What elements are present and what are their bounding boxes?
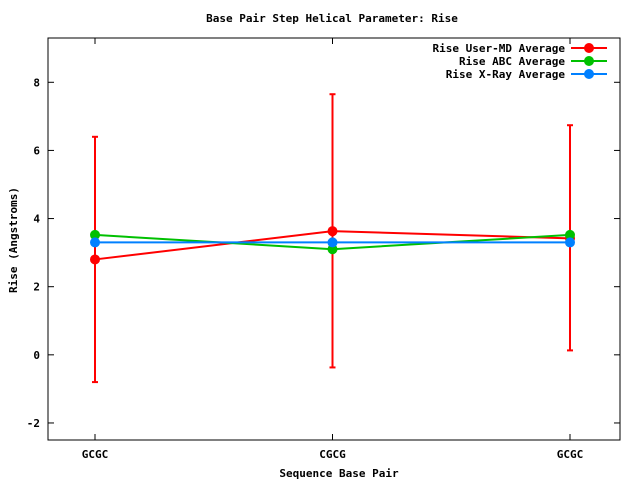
legend-marker (584, 56, 594, 66)
data-point (90, 254, 100, 265)
data-point (565, 229, 575, 240)
x-tick-label: GCGC (82, 448, 109, 461)
legend-marker (584, 69, 594, 79)
legend-marker (584, 43, 594, 53)
y-tick-label: -2 (27, 417, 40, 430)
chart-title: Base Pair Step Helical Parameter: Rise (206, 12, 458, 25)
y-tick-label: 6 (33, 144, 40, 157)
x-tick-label: CGCG (319, 448, 346, 461)
data-point (565, 237, 575, 248)
y-axis-label: Rise (Angstroms) (7, 187, 20, 293)
legend-label: Rise ABC Average (459, 55, 565, 68)
y-tick-label: 8 (33, 76, 40, 89)
plot-frame (47, 37, 621, 441)
y-tick-label: 0 (33, 349, 40, 362)
data-point (327, 226, 338, 237)
data-point (327, 237, 338, 248)
x-axis-label: Sequence Base Pair (279, 467, 399, 480)
legend-label: Rise X-Ray Average (446, 68, 566, 81)
x-tick-label: GCGC (557, 448, 584, 461)
y-tick-label: 4 (33, 213, 40, 226)
series-lines (90, 226, 575, 265)
legend-label: Rise User-MD Average (433, 42, 566, 55)
y-tick-label: 2 (33, 281, 40, 294)
y-axis: -2 0 2 4 6 8 (27, 76, 620, 430)
data-point (90, 229, 100, 240)
data-point (90, 237, 100, 248)
x-axis: GCGC CGCG GCGC (82, 38, 584, 461)
